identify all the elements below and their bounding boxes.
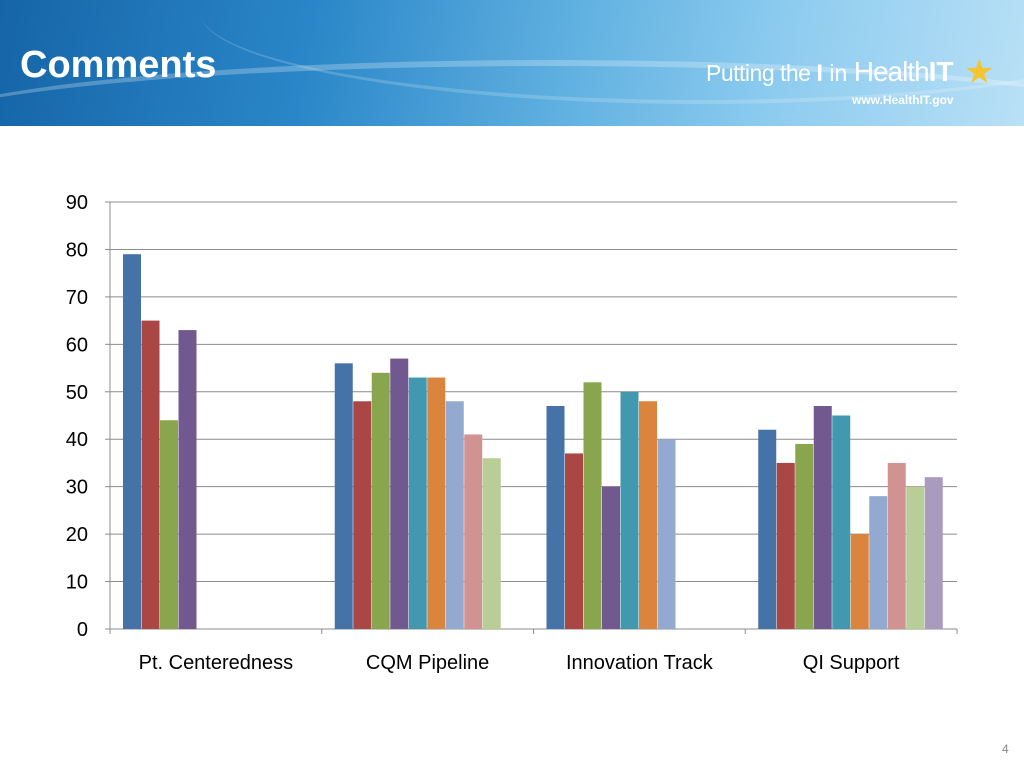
bar [371,372,390,629]
page-number: 4 [1002,742,1009,756]
bar [123,254,141,629]
bar [620,391,639,629]
x-tick-label: Innovation Track [566,652,714,674]
bar [427,377,446,629]
bar [887,462,906,629]
bar [869,496,888,629]
bar [445,401,464,629]
logo-text-part: Putting the [706,60,817,86]
logo-url: www.HealthIT.gov [852,93,954,107]
bar [178,330,197,629]
logo-text-part: I [816,60,824,87]
x-tick-label: CQM Pipeline [366,652,489,674]
logo-text-part: in [823,60,854,86]
bar [906,486,925,629]
bar [353,401,372,629]
bar [795,443,814,629]
y-tick-label: 10 [66,572,88,594]
y-tick-label: 30 [66,477,88,499]
bar [546,406,565,629]
logo-text-part: IT [928,56,954,87]
bar [390,358,409,629]
bar [813,406,832,629]
x-tick-label: Pt. Centeredness [139,652,294,674]
bar [160,420,178,629]
banner-swoosh [200,0,1024,104]
y-tick-label: 90 [66,192,88,214]
bar [565,453,583,629]
bar [602,486,620,629]
bar [850,534,869,629]
bar [583,382,602,629]
y-tick-label: 60 [66,334,88,356]
y-tick-label: 80 [66,239,88,261]
bar [141,320,160,629]
bar [334,363,353,629]
bar [464,434,483,629]
logo-text-part: Health [853,56,930,87]
bar [758,429,777,629]
bar [482,458,501,629]
logo-text: Putting the I in HealthIT [706,56,954,88]
bar [924,477,943,629]
bar [832,415,851,629]
bar [408,377,427,629]
slide-title: Comments [20,44,217,86]
header-banner [0,0,1024,126]
bar [657,439,676,629]
bar [776,462,795,629]
y-tick-label: 20 [66,524,88,546]
y-tick-label: 0 [77,619,88,641]
y-tick-label: 40 [66,429,88,451]
star-icon: ★ [964,53,995,91]
healthit-logo: Putting the I in HealthIT ★ www.HealthIT… [706,53,1006,116]
y-tick-label: 50 [66,382,88,404]
x-tick-label: QI Support [803,652,900,674]
y-tick-label: 70 [66,287,88,309]
bar [639,401,657,629]
